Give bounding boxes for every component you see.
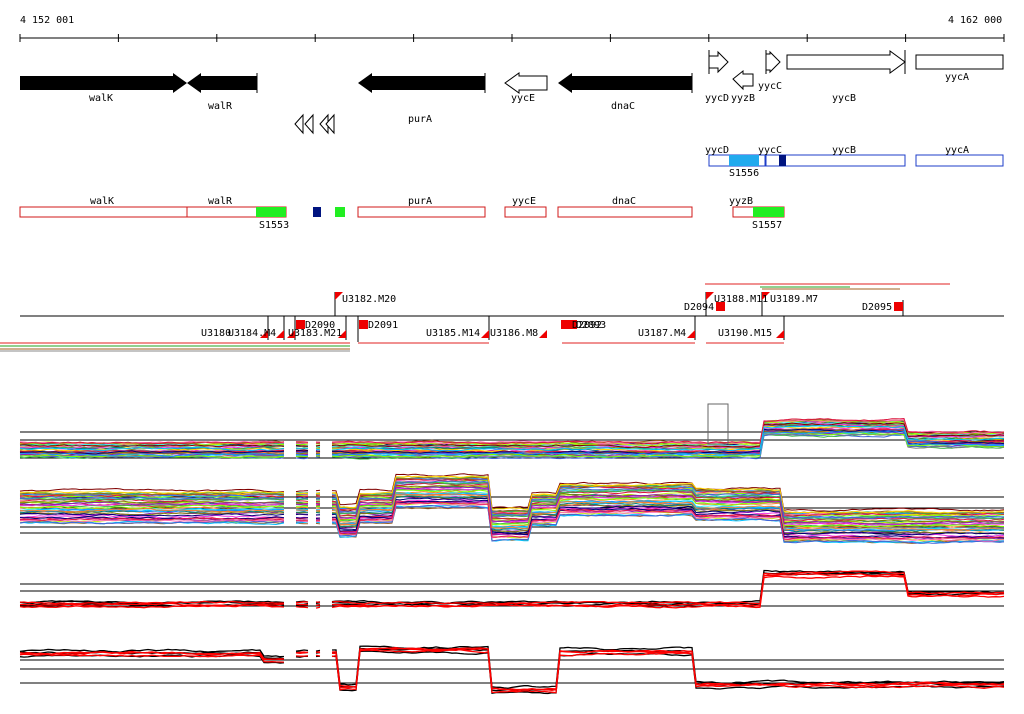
operon-label-yycA: yycA	[945, 145, 969, 156]
feature-label-U3182.M20: U3182.M20	[342, 294, 396, 305]
operon-label-purA: purA	[408, 196, 432, 207]
marker-green	[335, 207, 345, 217]
operon-yycA[interactable]	[915, 154, 1004, 167]
gene-label-yyzB: yyzB	[731, 93, 755, 104]
ruler-start-label: 4 152 001	[20, 15, 74, 26]
operon-dnaC[interactable]	[557, 206, 693, 218]
gene-yycC[interactable]	[765, 50, 781, 74]
gene-walK[interactable]	[20, 73, 187, 93]
feature-label-D2093: D2093	[576, 320, 606, 331]
gene-label-yycB: yycB	[832, 93, 856, 104]
box-D2092[interactable]	[561, 320, 570, 329]
operon-label-yycB: yycB	[832, 145, 856, 156]
operon-track-top: yycD yycC yycB yycA S1556	[705, 145, 1004, 179]
operon-walK[interactable]	[19, 206, 188, 218]
box-D2095[interactable]	[894, 302, 903, 311]
operon-label-walR: walR	[208, 196, 233, 207]
operon-yycE[interactable]	[504, 206, 547, 218]
small-arrowheads	[294, 113, 335, 135]
gene-walR[interactable]	[187, 73, 257, 93]
box-D2091[interactable]	[359, 320, 368, 329]
feature-label-U3189.M7: U3189.M7	[770, 294, 818, 305]
segment-label-S1556: S1556	[729, 168, 759, 179]
feature-label-D2094: D2094	[684, 302, 714, 313]
operon-yycB[interactable]	[765, 154, 906, 167]
feature-label-U3190.M15: U3190.M15	[718, 328, 772, 339]
operon-label-yycD: yycD	[705, 145, 729, 156]
gene-purA[interactable]	[358, 73, 485, 93]
gene-label-yycE: yycE	[511, 93, 535, 104]
feature-label-U3187.M4: U3187.M4	[638, 328, 686, 339]
feature-label-U3184.M4: U3184.M4	[228, 328, 276, 339]
feature-label-U3188.M11: U3188.M11	[714, 294, 768, 305]
ruler-end-label: 4 162 000	[948, 15, 1002, 26]
feature-label-U3185.M14: U3185.M14	[426, 328, 480, 339]
gene-yycE[interactable]	[504, 72, 548, 94]
segment-S1553-box[interactable]	[256, 207, 286, 217]
gene-yycD[interactable]	[708, 50, 729, 74]
box-D2094[interactable]	[716, 302, 725, 311]
operon-label-yycC: yycC	[758, 145, 782, 156]
gene-yycB[interactable]	[786, 50, 906, 74]
operon-purA[interactable]	[357, 206, 486, 218]
marker-navy	[779, 155, 786, 166]
flag-U3188[interactable]	[706, 292, 714, 300]
flag-U3189[interactable]	[762, 292, 770, 300]
feature-label-D2095: D2095	[862, 302, 892, 313]
segment-S1556-box[interactable]	[729, 155, 759, 166]
gene-yycA[interactable]	[915, 54, 1004, 70]
feature-track: U3182.M20 D2094 U3188.M11 U3189.M7 D2095…	[0, 283, 1004, 352]
gene-label-walR: walR	[208, 101, 233, 112]
gene-label-dnaC: dnaC	[611, 101, 635, 112]
segment-S1557-box[interactable]	[753, 207, 784, 217]
operon-label-yycE: yycE	[512, 196, 536, 207]
operon-label-walK: walK	[90, 196, 114, 207]
gene-label-yycC: yycC	[758, 81, 782, 92]
segment-label-S1553: S1553	[259, 220, 289, 231]
operon-track-bottom: walK walR purA yycE dnaC yyzB S1553 S155…	[19, 196, 785, 231]
gene-label-purA: purA	[408, 114, 432, 125]
box-D2090[interactable]	[296, 320, 305, 329]
feature-label-D2091: D2091	[368, 320, 398, 331]
expression-profiles	[19, 403, 1005, 695]
marker-navy-2	[313, 207, 321, 217]
gene-dnaC[interactable]	[558, 73, 692, 93]
feature-label-D2092: D2092	[572, 320, 602, 331]
operon-label-dnaC: dnaC	[612, 196, 636, 207]
coordinate-ruler: 4 152 001 4 162 000	[19, 15, 1005, 42]
gene-label-yycA: yycA	[945, 72, 969, 83]
gene-label-yycD: yycD	[705, 93, 729, 104]
operon-label-yyzB: yyzB	[729, 196, 753, 207]
box-D2093[interactable]	[568, 320, 577, 329]
gene-label-walK: walK	[89, 93, 113, 104]
feature-label-D2090: D2090	[305, 320, 335, 331]
gene-track: walK walR purA yycE dnaC yycD yyzB yycC …	[20, 50, 1004, 135]
gene-yyzB[interactable]	[732, 69, 754, 91]
feature-label-U3186.M8: U3186.M8	[490, 328, 538, 339]
flag-U3182[interactable]	[335, 292, 343, 300]
segment-label-S1557: S1557	[752, 220, 782, 231]
feature-label-U3180: U3180	[201, 328, 231, 339]
feature-label-U3183.M21: U3183.M21	[288, 328, 342, 339]
